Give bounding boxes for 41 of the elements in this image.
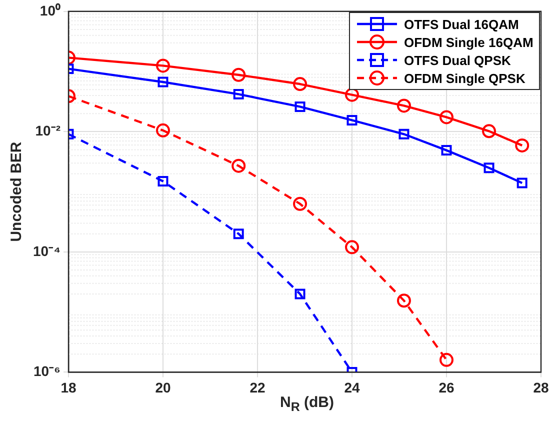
point bbox=[441, 145, 452, 156]
point bbox=[233, 88, 244, 100]
point bbox=[396, 294, 411, 308]
point bbox=[484, 162, 494, 174]
point bbox=[346, 114, 358, 126]
point bbox=[293, 77, 308, 92]
x-tick-label: 24 bbox=[344, 379, 360, 396]
point bbox=[345, 88, 359, 102]
point bbox=[440, 110, 454, 124]
point bbox=[482, 124, 496, 138]
point bbox=[232, 68, 246, 82]
point bbox=[396, 98, 411, 113]
x-tick-label: 28 bbox=[533, 379, 549, 396]
x-tick-label: 20 bbox=[155, 379, 171, 396]
point bbox=[156, 58, 170, 73]
y-tick-label: 10⁻² bbox=[35, 122, 61, 139]
point bbox=[158, 76, 168, 88]
legend-label: OTFS Dual QPSK bbox=[404, 52, 511, 68]
x-tick-label: 26 bbox=[438, 379, 454, 396]
x-tick-label: 22 bbox=[250, 379, 266, 396]
legend-label: OFDM Single 16QAM bbox=[404, 34, 534, 50]
point bbox=[294, 288, 306, 300]
legend-label: OTFS Dual 16QAM bbox=[404, 16, 519, 32]
point bbox=[294, 101, 306, 112]
point bbox=[232, 158, 246, 173]
point bbox=[398, 128, 410, 140]
point bbox=[515, 138, 530, 152]
y-tick-label: 10⁰ bbox=[40, 2, 60, 18]
point bbox=[158, 176, 168, 186]
legend-label: OFDM Single QPSK bbox=[404, 70, 526, 86]
y-axis-title: Uncoded BER bbox=[8, 142, 26, 242]
point bbox=[233, 228, 244, 240]
point bbox=[440, 352, 454, 367]
point bbox=[516, 178, 528, 188]
x-tick-label: 18 bbox=[60, 379, 76, 396]
point bbox=[293, 196, 308, 211]
point bbox=[156, 123, 170, 138]
x-axis-title: N$_{R}$ (dB) bbox=[278, 394, 336, 414]
point bbox=[345, 240, 359, 254]
y-tick-label: 10⁻⁶ bbox=[33, 363, 60, 380]
y-tick-label: 10⁻⁴ bbox=[32, 242, 61, 259]
